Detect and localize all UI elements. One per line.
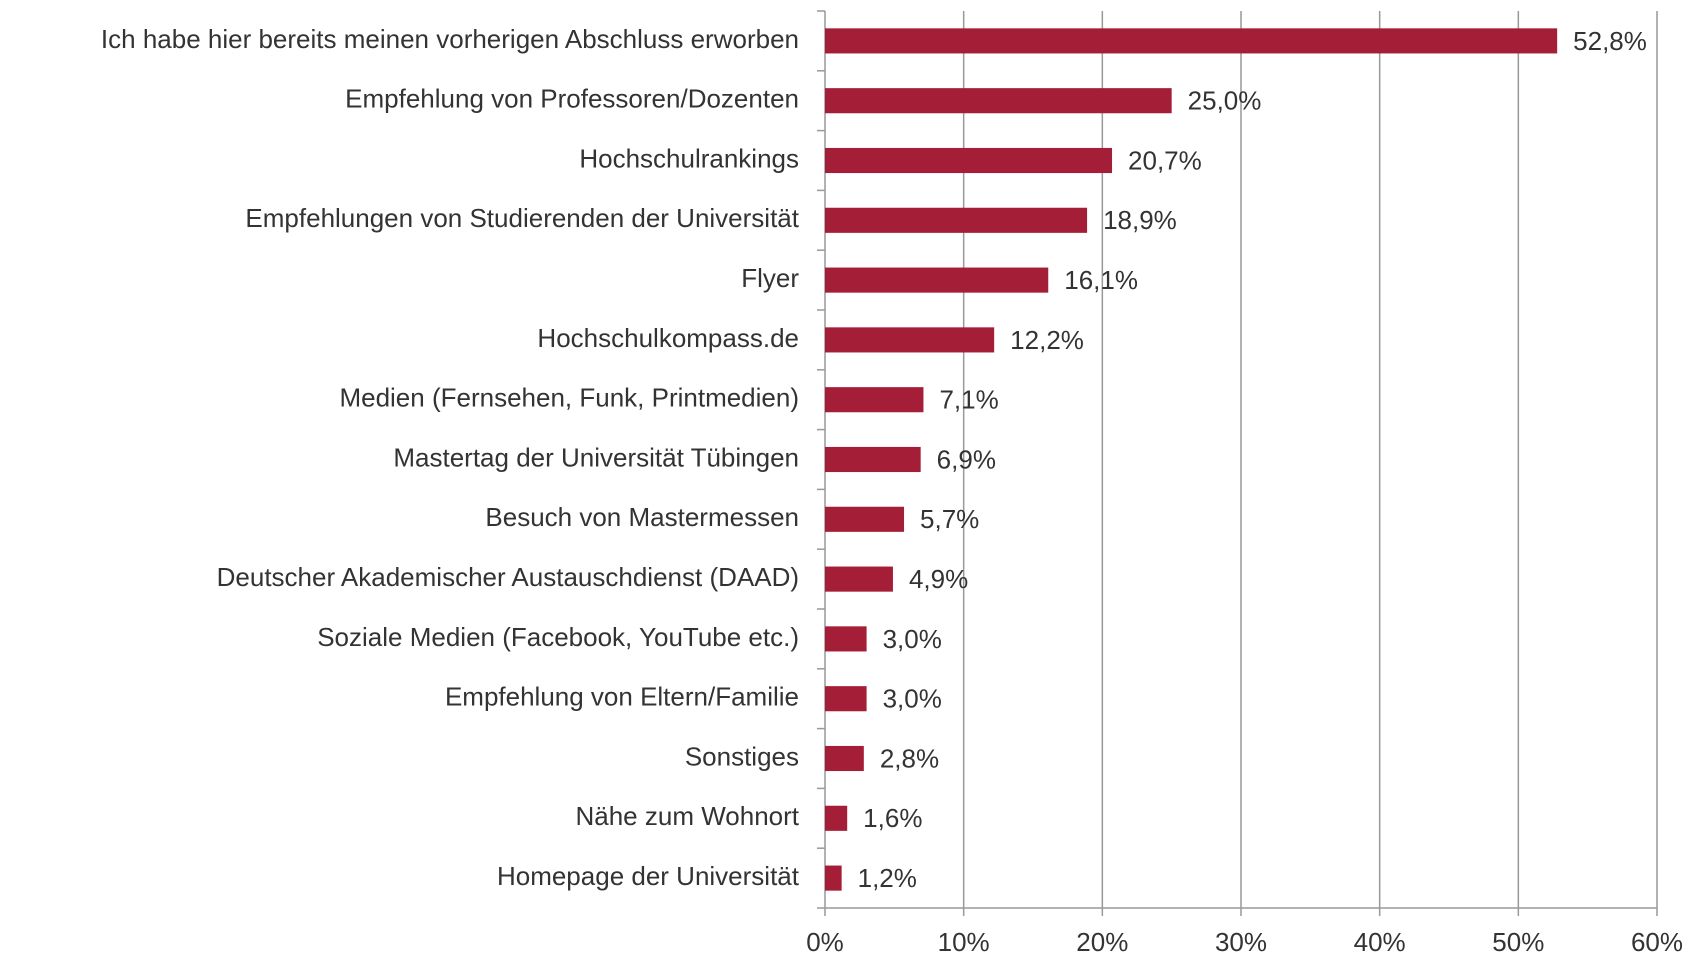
bar bbox=[825, 147, 1113, 174]
bar bbox=[825, 626, 867, 652]
bar bbox=[825, 327, 995, 353]
value-label: 1,6% bbox=[863, 803, 922, 833]
y-tick-label: Medien (Fernsehen, Funk, Printmedien) bbox=[339, 383, 799, 413]
x-tick-label: 30% bbox=[1215, 927, 1267, 957]
value-label: 18,9% bbox=[1103, 205, 1177, 235]
value-label: 12,2% bbox=[1010, 325, 1084, 355]
bar bbox=[825, 566, 893, 592]
y-tick-label: Empfehlung von Eltern/Familie bbox=[445, 682, 799, 712]
y-tick-label: Mastertag der Universität Tübingen bbox=[393, 442, 799, 472]
bar bbox=[825, 267, 1049, 293]
value-label: 4,9% bbox=[909, 564, 968, 594]
value-label: 20,7% bbox=[1128, 145, 1202, 175]
x-tick-label: 0% bbox=[806, 927, 844, 957]
y-tick-label: Hochschulrankings bbox=[579, 143, 799, 173]
y-tick-label: Nähe zum Wohnort bbox=[575, 801, 799, 831]
bar bbox=[825, 805, 848, 831]
bar bbox=[825, 865, 842, 891]
y-tick-label: Ich habe hier bereits meinen vorherigen … bbox=[101, 24, 799, 54]
value-label: 1,2% bbox=[858, 863, 917, 893]
bar bbox=[825, 506, 905, 532]
value-label: 16,1% bbox=[1064, 265, 1138, 295]
value-label: 5,7% bbox=[920, 504, 979, 534]
x-tick-label: 20% bbox=[1076, 927, 1128, 957]
x-tick-label: 10% bbox=[938, 927, 990, 957]
y-tick-label: Flyer bbox=[741, 263, 799, 293]
bar bbox=[825, 745, 864, 772]
y-tick-label: Soziale Medien (Facebook, YouTube etc.) bbox=[317, 622, 799, 652]
y-tick-label: Hochschulkompass.de bbox=[537, 323, 799, 353]
value-label: 52,8% bbox=[1573, 26, 1647, 56]
value-label: 25,0% bbox=[1188, 86, 1262, 116]
bar bbox=[825, 88, 1172, 114]
y-tick-label: Besuch von Mastermessen bbox=[485, 502, 799, 532]
bar bbox=[825, 686, 867, 712]
value-label: 2,8% bbox=[880, 743, 939, 773]
x-tick-label: 40% bbox=[1354, 927, 1406, 957]
y-tick-label: Sonstiges bbox=[685, 741, 799, 771]
y-tick-label: Empfehlungen von Studierenden der Univer… bbox=[245, 203, 799, 233]
y-tick-label: Homepage der Universität bbox=[497, 861, 800, 891]
x-tick-label: 50% bbox=[1492, 927, 1544, 957]
y-tick-label: Deutscher Akademischer Austauschdienst (… bbox=[217, 562, 799, 592]
bar bbox=[825, 446, 921, 473]
x-tick-label: 60% bbox=[1631, 927, 1683, 957]
bar bbox=[825, 207, 1088, 233]
value-label: 3,0% bbox=[883, 684, 942, 714]
y-tick-label: Empfehlung von Professoren/Dozenten bbox=[345, 84, 799, 114]
bar bbox=[825, 28, 1558, 54]
bar bbox=[825, 387, 924, 413]
value-label: 6,9% bbox=[937, 444, 996, 474]
value-label: 7,1% bbox=[939, 385, 998, 415]
value-label: 3,0% bbox=[883, 624, 942, 654]
